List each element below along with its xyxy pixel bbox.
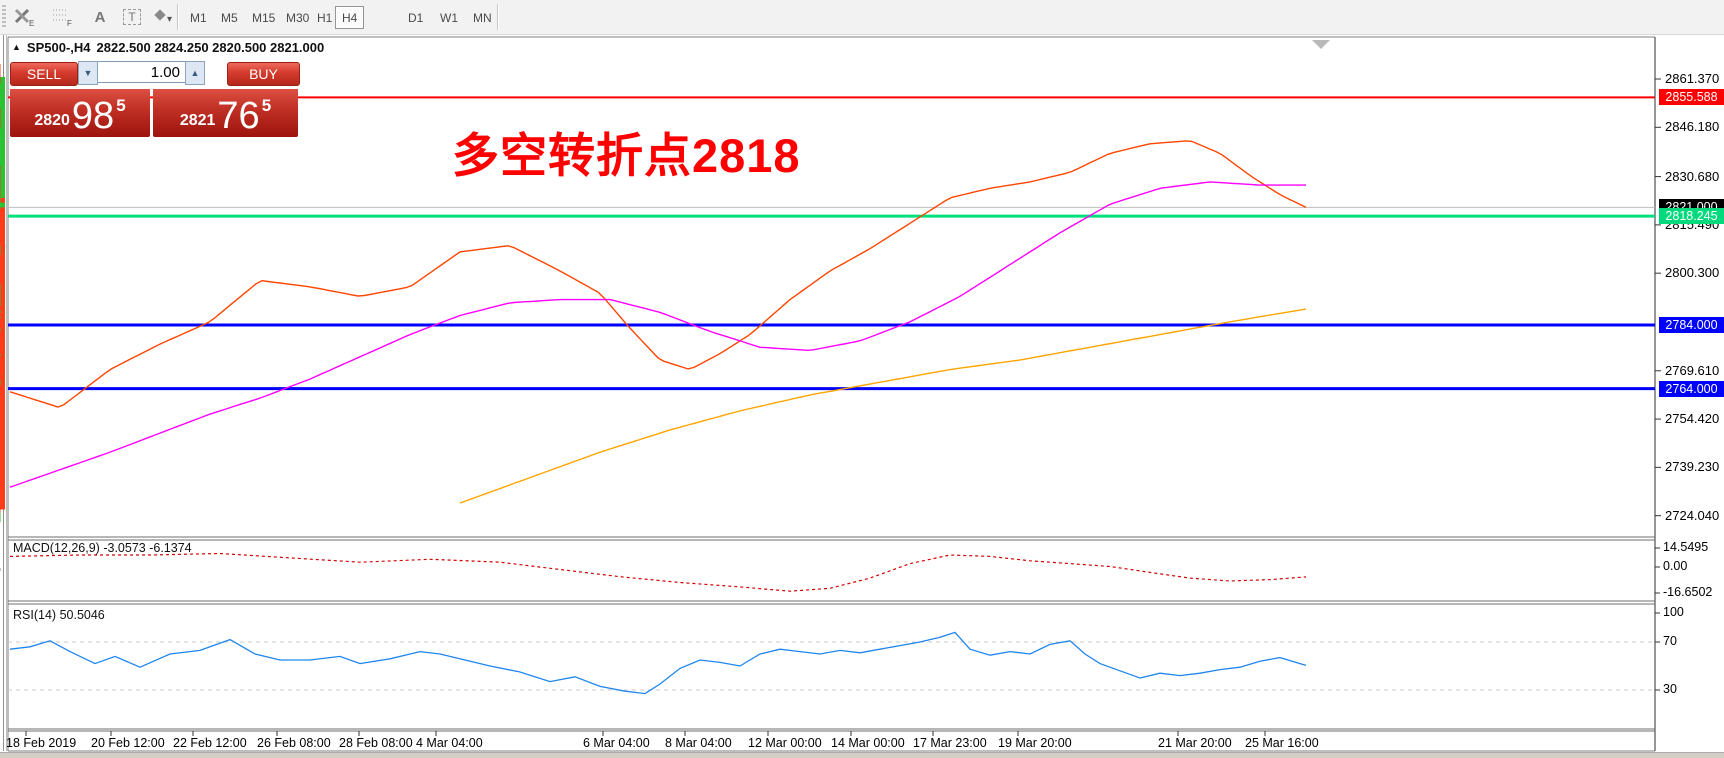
time-axis-label: 8 Mar 04:00	[665, 736, 732, 750]
collapse-arrow-icon[interactable]: ▲	[12, 41, 21, 52]
timeframe-button-d1[interactable]: D1	[408, 10, 424, 25]
svg-text:F: F	[67, 19, 72, 28]
buy-button[interactable]: BUY	[227, 62, 300, 86]
sell-button[interactable]: SELL	[10, 62, 78, 86]
macd-axis-label: 0.00	[1663, 559, 1688, 573]
time-axis-label: 19 Mar 20:00	[998, 736, 1072, 750]
chart-text-annotation: 多空转折点2818	[452, 129, 801, 182]
rsi-axis-label: 70	[1663, 634, 1677, 648]
price-axis-label: 2754.420	[1665, 411, 1720, 427]
rsi-value: 50.5046	[59, 608, 105, 622]
price-badge: 2764.000	[1659, 380, 1724, 397]
timeframe-button-m5[interactable]: M5	[221, 10, 238, 25]
price-axis-label: 2739.230	[1665, 459, 1720, 475]
toolbar-drag-handle[interactable]	[2, 5, 6, 29]
macd-indicator-label: MACD(12,26,9) -3.0573 -6.1374	[13, 541, 192, 555]
chart-symbol-label: SP500-,H4	[26, 40, 91, 55]
price-badge: 2855.588	[1659, 89, 1724, 106]
time-axis-label: 21 Mar 20:00	[1158, 736, 1232, 750]
price-axis-label: 2846.180	[1665, 119, 1720, 135]
bid-price-pip: 5	[116, 96, 126, 115]
price-axis-label: 2724.040	[1665, 507, 1720, 523]
bid-price-big: 98	[71, 95, 115, 137]
timeframe-button-h1[interactable]: H1	[317, 10, 333, 25]
bid-price-panel[interactable]: 2820 98 5	[10, 87, 150, 137]
macd-signal-value: -6.1374	[149, 541, 192, 555]
ask-price-big: 76	[217, 95, 260, 137]
volume-stepper: ▼ ▲	[78, 61, 205, 85]
price-badge: 2818.245	[1659, 208, 1724, 225]
svg-text:E: E	[29, 19, 34, 28]
volume-input[interactable]	[98, 61, 185, 83]
time-axis-label: 12 Mar 00:00	[748, 736, 822, 750]
price-axis-label: 2830.680	[1665, 168, 1720, 184]
timeframe-button-mn[interactable]: MN	[473, 10, 492, 25]
time-axis-label: 25 Mar 16:00	[1245, 736, 1319, 750]
ask-price-panel[interactable]: 2821 76 5	[153, 87, 298, 137]
time-axis-label: 26 Feb 08:00	[257, 736, 331, 750]
text-label-icon[interactable]: T	[118, 4, 146, 30]
indicators-icon[interactable]: E	[10, 4, 38, 30]
timeframe-button-m15[interactable]: M15	[252, 10, 276, 25]
price-axis-label: 2861.370	[1665, 71, 1720, 86]
rsi-axis-label: 30	[1663, 682, 1677, 696]
ask-price-pip: 5	[261, 96, 272, 115]
time-axis-label: 14 Mar 00:00	[831, 736, 905, 750]
toolbar-separator	[177, 4, 179, 30]
window-bottom-edge	[0, 752, 1724, 758]
chart-window	[0, 35, 1724, 752]
price-badge: 2784.000	[1659, 317, 1724, 333]
macd-axis-label: 14.5495	[1663, 540, 1709, 554]
time-axis-label: 28 Feb 08:00	[339, 736, 413, 750]
rsi-indicator-label: RSI(14) 50.5046	[13, 608, 105, 622]
time-axis-label: 4 Mar 04:00	[416, 736, 483, 750]
objects-dropdown-icon[interactable]: ▾	[150, 4, 178, 30]
chart-ohlc-values: 2822.500 2824.250 2820.500 2821.000	[96, 40, 325, 55]
time-axis-label: 6 Mar 04:00	[583, 736, 650, 750]
timeframe-button-m30[interactable]: M30	[286, 10, 310, 25]
bid-price-prefix: 2820	[34, 112, 70, 129]
svg-text:▾: ▾	[167, 14, 172, 25]
time-axis-label: 20 Feb 12:00	[91, 736, 165, 750]
macd-main-value: -3.0573	[103, 541, 146, 555]
chart-title: ▲ SP500-,H4 2822.500 2824.250 2820.500 2…	[12, 40, 324, 55]
macd-axis-label: -16.6502	[1663, 585, 1713, 599]
volume-increase-button[interactable]: ▲	[185, 61, 205, 85]
time-axis-label: 17 Mar 23:00	[913, 736, 987, 750]
time-axis-label: 18 Feb 2019	[6, 736, 77, 750]
toolbar: E F A T ▾ M1 M5 M15 M30 H1 H4 D1 W1 MN	[0, 0, 1724, 35]
toolbar-separator	[497, 4, 499, 30]
window-left-edge-highlight	[6, 35, 7, 751]
volume-decrease-button[interactable]: ▼	[78, 61, 98, 85]
price-axis-label: 2800.300	[1665, 265, 1720, 281]
grid-icon[interactable]: F	[48, 4, 76, 30]
timeframe-button-w1[interactable]: W1	[440, 10, 458, 25]
font-icon[interactable]: A	[94, 8, 106, 26]
chart-shift-marker-icon	[1312, 40, 1330, 49]
timeframe-button-h4[interactable]: H4	[335, 6, 365, 29]
timeframe-button-m1[interactable]: M1	[190, 10, 207, 25]
rsi-axis-label: 100	[1663, 605, 1684, 619]
price-axis-label: 2769.610	[1665, 362, 1720, 378]
time-axis-label: 22 Feb 12:00	[173, 736, 247, 750]
ask-price-prefix: 2821	[179, 112, 216, 129]
